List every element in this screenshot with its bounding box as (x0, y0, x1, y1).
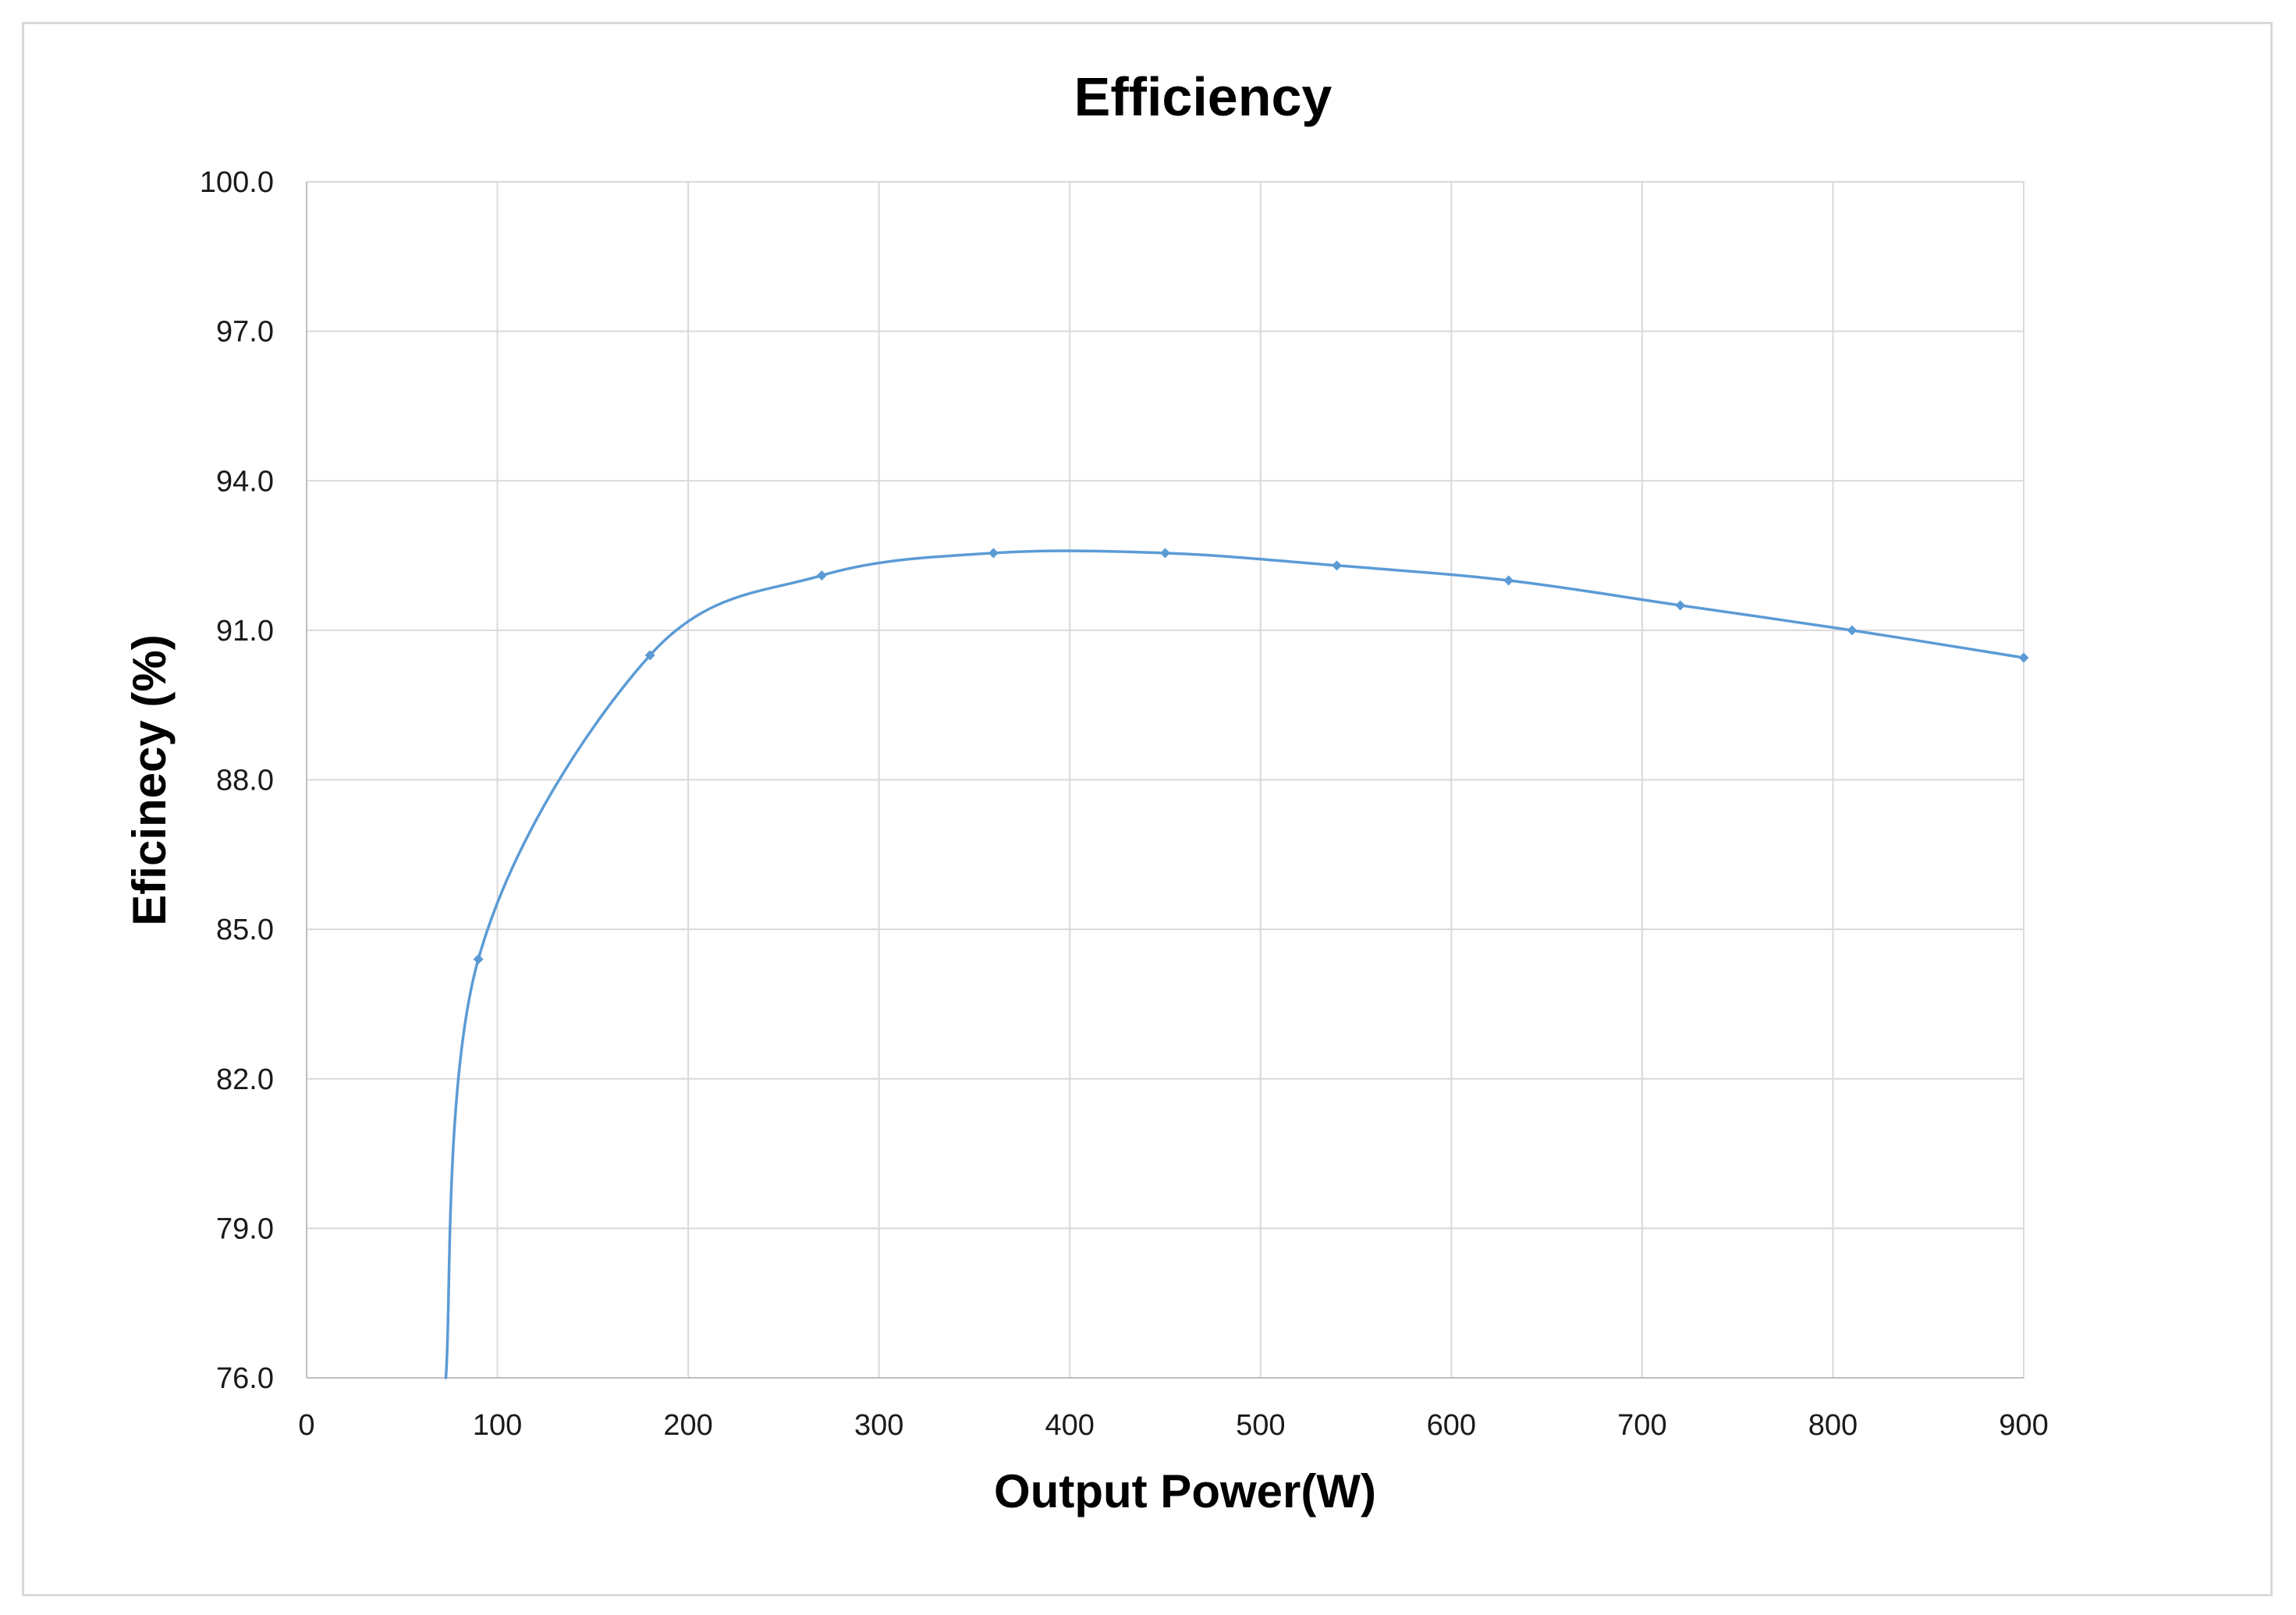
y-tick-label: 94.0 (216, 465, 274, 498)
gridlines (307, 181, 2025, 1378)
y-tick-label: 91.0 (216, 615, 274, 648)
chart-title: Efficiency (1074, 66, 1333, 127)
series-layer (444, 548, 2029, 1379)
x-tick-label: 900 (1999, 1409, 2048, 1442)
y-tick-label: 100.0 (200, 166, 274, 199)
x-tick-label: 400 (1045, 1409, 1095, 1442)
y-axis-title: Eficinecy (%) (123, 634, 176, 925)
data-point-marker (2018, 652, 2029, 663)
x-tick-label: 0 (298, 1409, 314, 1442)
data-point-marker (644, 650, 655, 661)
x-tick-label: 300 (854, 1409, 903, 1442)
y-tick-label: 79.0 (216, 1212, 274, 1245)
tick-labels: 76.0 79.0 82.0 85.0 88.0 91.0 94.0 97.0 100.0 0 10… (200, 166, 2049, 1442)
efficiency-series-line (444, 549, 2025, 1379)
x-tick-label: 200 (663, 1409, 712, 1442)
x-tick-label: 100 (473, 1409, 522, 1442)
data-point-marker (473, 953, 484, 964)
y-tick-label: 88.0 (216, 765, 274, 797)
x-tick-label: 700 (1617, 1409, 1666, 1442)
data-point-marker (988, 548, 999, 559)
data-point-marker (1332, 560, 1343, 571)
data-point-marker (1675, 600, 1686, 611)
y-tick-label: 82.0 (216, 1063, 274, 1096)
y-tick-label: 76.0 (216, 1362, 274, 1395)
chart-frame (22, 22, 2273, 1596)
data-point-marker (1847, 625, 1858, 636)
x-tick-label: 600 (1427, 1409, 1476, 1442)
x-tick-label: 500 (1236, 1409, 1285, 1442)
data-point-marker (1160, 548, 1170, 559)
data-point-marker (1503, 575, 1514, 586)
axes (306, 182, 2024, 1379)
y-tick-label: 85.0 (216, 914, 274, 946)
data-point-marker (816, 570, 827, 581)
x-axis-title: Output Power(W) (994, 1465, 1376, 1517)
x-tick-label: 800 (1808, 1409, 1858, 1442)
y-tick-label: 97.0 (216, 316, 274, 349)
